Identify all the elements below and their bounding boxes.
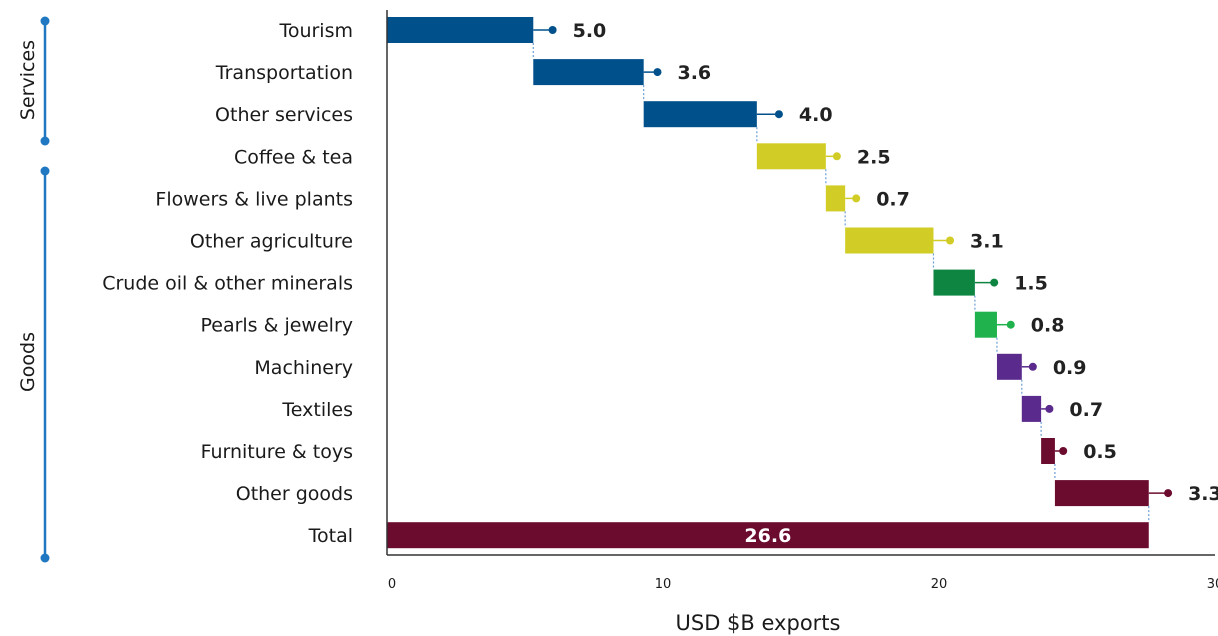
category-labels: Tourism Transportation Other services Coffe…: [102, 20, 353, 547]
value-label: 0.7: [1069, 399, 1103, 421]
x-tick-label: 10: [655, 577, 672, 592]
category-label: Tourism: [278, 20, 353, 42]
group-label: Goods: [17, 332, 39, 392]
whisker-dot: [990, 278, 999, 287]
whisker-dot: [852, 194, 861, 203]
value-label: 1.5: [1014, 273, 1048, 295]
category-label: Other goods: [236, 483, 353, 505]
value-label: 0.8: [1031, 315, 1065, 337]
group-bracket-dot: [40, 16, 50, 26]
waterfall-bar: [933, 269, 975, 296]
waterfall-bar: [1041, 438, 1055, 464]
whisker-dot: [653, 68, 662, 77]
x-tick-label: 20: [931, 577, 948, 592]
category-label: Other services: [215, 104, 353, 126]
x-tick-label: 0: [388, 577, 396, 592]
group-brackets: Services Goods: [17, 16, 50, 563]
waterfall-bar: [387, 17, 534, 43]
waterfall-bar: [643, 101, 757, 128]
value-label: 2.5: [857, 146, 891, 168]
x-tick-label: 30: [1207, 577, 1218, 592]
whisker-dot: [1028, 362, 1037, 371]
waterfall-bar: [756, 143, 826, 170]
group-bracket-dot: [40, 136, 50, 146]
category-label: Flowers & live plants: [155, 188, 353, 210]
value-label: 3.1: [970, 231, 1004, 253]
x-axis-title: USD $B exports: [676, 611, 841, 635]
whisker-dot: [1164, 489, 1173, 498]
category-label: Transportation: [215, 62, 353, 84]
x-axis: USD $B exports 0 10 20 30: [386, 10, 1218, 635]
category-label: Machinery: [254, 357, 353, 379]
waterfall-bar: [533, 59, 644, 86]
group-bracket-dot: [40, 553, 50, 563]
waterfall-bar: [1054, 480, 1149, 507]
value-label: 0.7: [876, 188, 910, 210]
category-label: Furniture & toys: [201, 441, 353, 463]
group-label: Services: [17, 40, 39, 120]
waterfall-bar: [974, 311, 997, 338]
whisker-dot: [1045, 404, 1054, 413]
whisker-dot: [1006, 320, 1015, 329]
value-label: 5.0: [573, 20, 607, 42]
whisker-dot: [946, 236, 955, 245]
whisker-dot: [832, 152, 841, 161]
whisker-dot: [548, 26, 557, 34]
category-label: Textiles: [281, 399, 353, 421]
value-label: 3.6: [677, 62, 711, 84]
value-label: 0.5: [1083, 441, 1117, 463]
category-label: Pearls & jewelry: [200, 315, 353, 337]
waterfall-bar: [1021, 395, 1042, 422]
waterfall-bar: [825, 185, 846, 212]
category-label: Other agriculture: [190, 231, 353, 253]
waterfall-bar: [996, 353, 1022, 380]
value-label: 3.3: [1188, 483, 1218, 505]
waterfall-bar: [845, 227, 934, 254]
category-label: Total: [308, 525, 353, 547]
whisker-dot: [774, 110, 783, 119]
total-bar: [387, 522, 1149, 549]
category-label: Coffee & tea: [234, 146, 353, 168]
whisker-dot: [1059, 447, 1068, 455]
bars-layer: 5.0 3.6 4.0 2.5 0.7 3.1 1.5 0.8 0.9 0.7 0.5 3.3 26.6: [387, 17, 1218, 549]
category-label: Crude oil & other minerals: [102, 273, 353, 295]
total-value-label: 26.6: [744, 525, 791, 547]
value-label: 4.0: [799, 104, 833, 126]
value-label: 0.9: [1053, 357, 1087, 379]
group-bracket-dot: [40, 166, 50, 176]
